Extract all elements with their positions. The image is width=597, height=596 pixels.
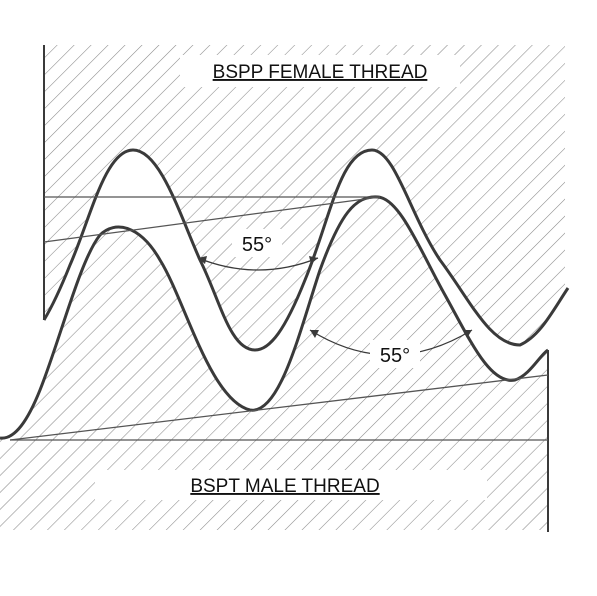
male-thread-label: BSPT MALE THREAD: [190, 476, 379, 497]
angle-arc-upper: [197, 257, 319, 271]
male-label-bg: [95, 470, 487, 500]
angle-arrow-lower-right: [463, 330, 472, 338]
angle-arrow-lower-left: [310, 330, 319, 338]
female-thread-label: BSPP FEMALE THREAD: [213, 62, 428, 83]
male-thread-profile: [0, 195, 549, 440]
angle-arrow-upper-left: [198, 256, 207, 264]
female-label-bg: [180, 55, 460, 87]
female-taper-line: [43, 196, 381, 243]
angle-label-upper: 55°: [242, 234, 272, 256]
male-taper-line: [9, 374, 549, 441]
angle-arrow-upper-right: [309, 256, 318, 264]
angle-label-lower: 55°: [380, 345, 410, 367]
angle-lower-bg: [370, 340, 420, 368]
female-thread-profile: [42, 148, 570, 352]
angle-upper-bg: [232, 229, 282, 257]
